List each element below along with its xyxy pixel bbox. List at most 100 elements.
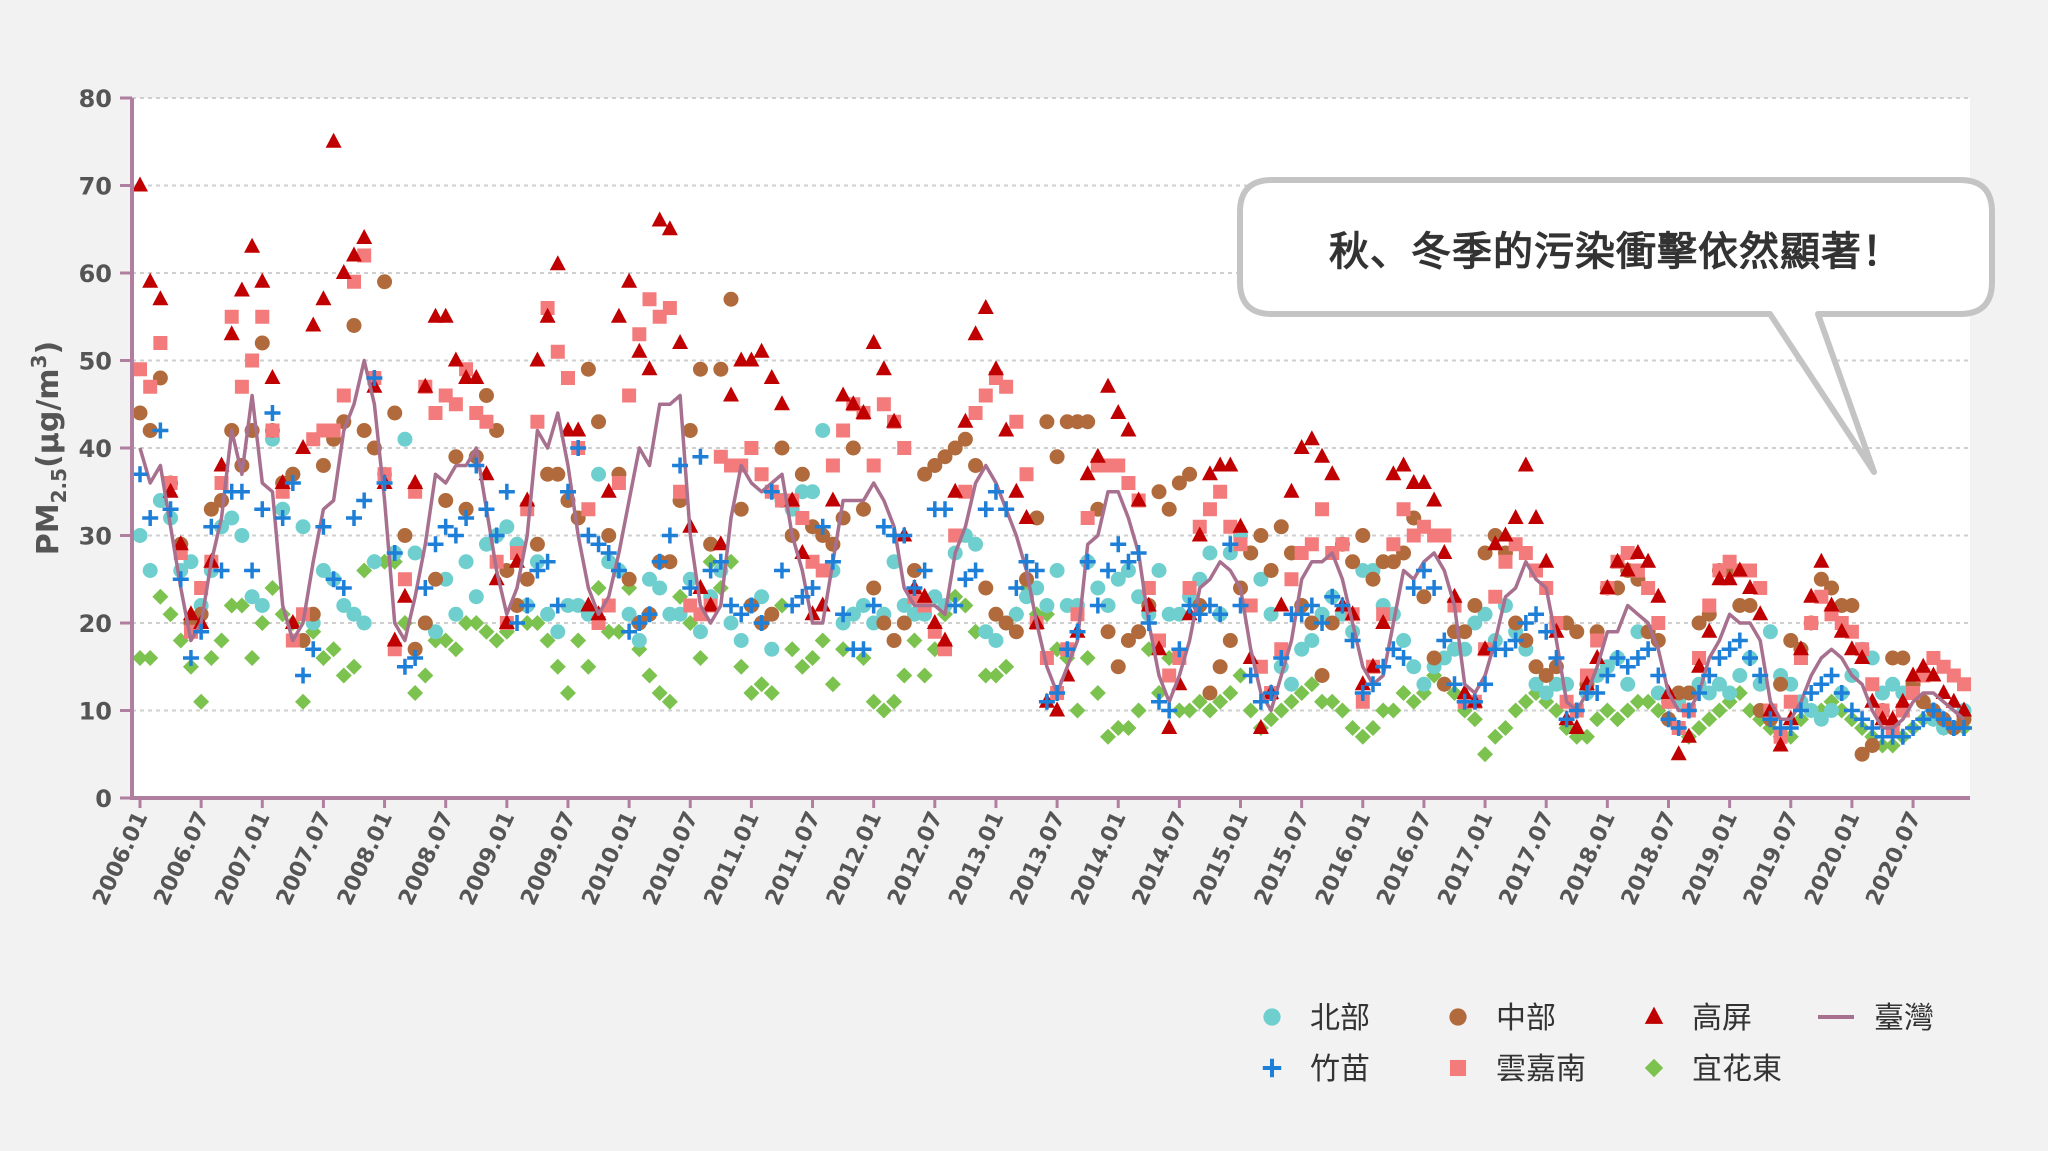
data-point [1182, 466, 1198, 482]
data-point [1120, 563, 1136, 578]
data-point [866, 580, 882, 596]
data-point [1314, 615, 1331, 631]
data-point [1548, 622, 1565, 638]
data-point [153, 336, 168, 350]
data-point [417, 580, 434, 596]
data-point [397, 572, 412, 587]
data-point [1833, 685, 1850, 701]
data-point [1252, 719, 1269, 734]
data-point [947, 597, 964, 614]
data-point [1722, 685, 1738, 701]
data-point [1191, 606, 1208, 623]
data-point [865, 693, 882, 710]
data-point [1670, 720, 1687, 736]
data-point [692, 361, 708, 377]
legend-entry: 高屏 [1644, 1001, 1752, 1036]
data-point [1813, 711, 1829, 727]
data-point [794, 588, 811, 605]
data-point [662, 301, 677, 315]
data-point [1935, 711, 1952, 728]
data-point [600, 482, 617, 498]
data-point [1599, 667, 1616, 684]
data-point [540, 606, 556, 622]
x-tick-label: 2007.01 [211, 808, 276, 909]
data-point [845, 606, 861, 622]
data-point [356, 492, 373, 509]
data-point [519, 597, 536, 614]
data-point [977, 667, 994, 684]
data-point [1242, 667, 1259, 684]
data-point [631, 615, 648, 631]
data-point [581, 502, 596, 517]
data-point [1508, 615, 1524, 631]
data-point [366, 370, 383, 386]
data-point [1364, 720, 1381, 736]
data-point [1487, 728, 1504, 745]
data-point [142, 272, 159, 288]
data-point [1701, 667, 1718, 684]
data-point [244, 589, 260, 605]
data-point [886, 633, 902, 648]
data-point [1110, 404, 1127, 419]
data-point [957, 571, 974, 588]
data-point [1079, 650, 1096, 666]
data-point [1243, 598, 1258, 613]
data-point [1437, 528, 1452, 543]
data-point [621, 272, 638, 288]
legend-swatch [1644, 1058, 1664, 1078]
data-point [1283, 693, 1300, 710]
data-point [744, 441, 759, 455]
data-point [824, 553, 841, 570]
data-point [1354, 685, 1371, 701]
data-point [570, 421, 587, 437]
data-point [1457, 624, 1473, 640]
data-point [1528, 659, 1544, 675]
x-tick-label: 2010.07 [639, 808, 704, 909]
data-point [1222, 685, 1239, 701]
data-point [295, 693, 312, 710]
data-point [591, 414, 607, 430]
data-point [570, 440, 587, 456]
data-point [162, 606, 179, 623]
data-point [295, 519, 311, 535]
data-point [264, 405, 281, 421]
data-point [1212, 606, 1229, 623]
data-point [610, 623, 627, 640]
data-point [1956, 701, 1972, 717]
data-point [835, 386, 852, 402]
data-point [1528, 606, 1545, 623]
data-point [897, 441, 912, 455]
x-tick-label: 2015.07 [1250, 808, 1315, 909]
data-point [1792, 640, 1809, 656]
data-point [1181, 702, 1198, 719]
data-point [478, 388, 494, 403]
data-point [1691, 615, 1707, 631]
data-point [661, 220, 678, 236]
data-point [448, 397, 463, 412]
data-point [1497, 641, 1514, 658]
data-point [621, 571, 637, 587]
data-point [1334, 597, 1351, 614]
x-tick-label: 2011.07 [761, 808, 826, 909]
data-point [978, 580, 994, 596]
data-point [519, 571, 535, 587]
data-point [448, 606, 464, 622]
data-point [1894, 728, 1911, 745]
data-point [1171, 641, 1188, 658]
data-point [641, 606, 658, 623]
data-point [1864, 720, 1881, 736]
data-point [937, 449, 953, 465]
legend-entry: 宜花東 [1644, 1052, 1782, 1087]
data-point [1233, 537, 1248, 552]
data-point [1599, 579, 1616, 594]
data-point [896, 667, 913, 684]
data-point [1517, 693, 1534, 710]
data-point [356, 562, 373, 579]
data-point [1294, 641, 1310, 657]
legend-swatch [1449, 1059, 1467, 1077]
data-point [1110, 571, 1126, 587]
data-point [794, 466, 810, 482]
data-point [1355, 694, 1370, 709]
data-point [1375, 658, 1392, 675]
data-point [815, 563, 830, 578]
